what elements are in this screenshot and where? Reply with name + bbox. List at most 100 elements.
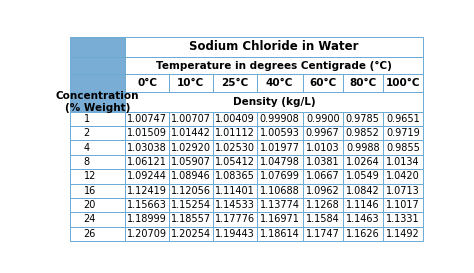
Text: 1.06121: 1.06121 (127, 157, 167, 167)
Bar (256, 198, 303, 212)
Bar (213, 198, 256, 212)
Text: 1.20709: 1.20709 (127, 229, 167, 239)
Bar (303, 126, 343, 141)
Bar (256, 169, 303, 183)
Bar (169, 183, 213, 198)
Bar (125, 92, 423, 112)
Text: 0.9967: 0.9967 (306, 128, 339, 138)
Bar (169, 112, 213, 126)
Bar (125, 57, 423, 74)
Text: 0.9855: 0.9855 (386, 143, 420, 153)
Bar (169, 227, 213, 241)
Text: 0.9988: 0.9988 (346, 143, 380, 153)
Bar (303, 112, 343, 126)
Text: 10°C: 10°C (177, 78, 205, 88)
Bar (256, 112, 303, 126)
Bar (169, 169, 213, 183)
Text: 1.05907: 1.05907 (171, 157, 211, 167)
Text: 1.20254: 1.20254 (171, 229, 211, 239)
Text: 25°C: 25°C (221, 78, 248, 88)
Text: Concentration
(% Weight): Concentration (% Weight) (56, 91, 139, 113)
Bar (125, 155, 169, 169)
Bar (125, 112, 169, 126)
Bar (70, 57, 125, 74)
Text: 0.9651: 0.9651 (386, 114, 420, 124)
Text: 60°C: 60°C (309, 78, 337, 88)
Bar (213, 169, 256, 183)
Bar (169, 74, 213, 92)
Text: 1.02920: 1.02920 (171, 143, 211, 153)
Text: 100°C: 100°C (386, 78, 420, 88)
Text: 1.00747: 1.00747 (127, 114, 167, 124)
Text: 0.9719: 0.9719 (386, 128, 420, 138)
Text: 1.11401: 1.11401 (215, 186, 255, 196)
Bar (213, 227, 256, 241)
Text: 1.0549: 1.0549 (346, 171, 380, 181)
Text: 24: 24 (83, 214, 96, 224)
Text: 0.99908: 0.99908 (260, 114, 300, 124)
Bar (213, 183, 256, 198)
Bar (303, 198, 343, 212)
Text: 1.12419: 1.12419 (127, 186, 167, 196)
Text: 1.0713: 1.0713 (386, 186, 420, 196)
Bar (213, 74, 256, 92)
Text: 1.1747: 1.1747 (306, 229, 340, 239)
Bar (125, 198, 169, 212)
Bar (70, 198, 125, 212)
Text: 80°C: 80°C (349, 78, 376, 88)
Bar (343, 155, 383, 169)
Text: 1.01977: 1.01977 (260, 143, 300, 153)
Bar (383, 212, 423, 227)
Bar (169, 126, 213, 141)
Text: 1.0962: 1.0962 (306, 186, 339, 196)
Text: 1.04798: 1.04798 (260, 157, 300, 167)
Text: 0.9785: 0.9785 (346, 114, 380, 124)
Text: 1.1584: 1.1584 (306, 214, 339, 224)
Bar (383, 169, 423, 183)
Bar (125, 169, 169, 183)
Bar (303, 227, 343, 241)
Text: 12: 12 (83, 171, 96, 181)
Bar (125, 126, 169, 141)
Bar (383, 112, 423, 126)
Bar (303, 169, 343, 183)
Text: 1.1146: 1.1146 (346, 200, 380, 210)
Text: 8: 8 (83, 157, 90, 167)
Text: 26: 26 (83, 229, 96, 239)
Text: 1: 1 (83, 114, 90, 124)
Text: 0.9900: 0.9900 (306, 114, 339, 124)
Bar (70, 169, 125, 183)
Text: 1.18557: 1.18557 (171, 214, 211, 224)
Bar (343, 212, 383, 227)
Bar (125, 141, 169, 155)
Bar (303, 141, 343, 155)
Bar (256, 126, 303, 141)
Text: 1.01509: 1.01509 (127, 128, 167, 138)
Text: 1.18614: 1.18614 (260, 229, 300, 239)
Bar (125, 212, 169, 227)
Text: 1.09244: 1.09244 (127, 171, 167, 181)
Bar (213, 212, 256, 227)
Bar (343, 74, 383, 92)
Text: 1.13774: 1.13774 (260, 200, 300, 210)
Text: 40°C: 40°C (266, 78, 293, 88)
Bar (169, 198, 213, 212)
Text: 1.1626: 1.1626 (346, 229, 380, 239)
Bar (213, 155, 256, 169)
Text: 1.0134: 1.0134 (386, 157, 419, 167)
Text: 16: 16 (83, 186, 96, 196)
Text: 1.17776: 1.17776 (215, 214, 255, 224)
Bar (256, 74, 303, 92)
Text: 1.00409: 1.00409 (215, 114, 255, 124)
Bar (383, 155, 423, 169)
Bar (169, 155, 213, 169)
Bar (303, 155, 343, 169)
Text: 2: 2 (83, 128, 90, 138)
Text: 0°C: 0°C (137, 78, 157, 88)
Bar (70, 155, 125, 169)
Bar (343, 126, 383, 141)
Bar (303, 74, 343, 92)
Bar (383, 183, 423, 198)
Bar (256, 183, 303, 198)
Text: 1.0381: 1.0381 (306, 157, 339, 167)
